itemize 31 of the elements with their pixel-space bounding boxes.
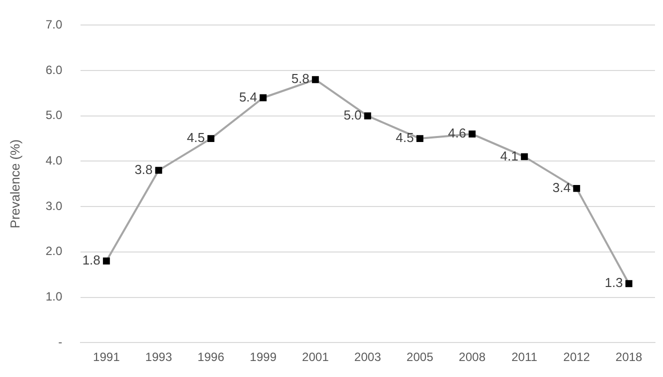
y-tick-label: 7.0: [46, 18, 63, 32]
data-label: 1.3: [604, 275, 623, 290]
x-tick-label: 2012: [563, 350, 590, 364]
data-label: 4.1: [500, 148, 518, 164]
data-label: 5.0: [344, 107, 362, 122]
data-label: 4.6: [448, 126, 466, 141]
x-tick-label: 1993: [145, 350, 172, 364]
y-tick-label: 5.0: [46, 108, 63, 122]
data-label: 1.8: [82, 252, 100, 268]
y-tick-label: 3.0: [46, 198, 63, 213]
data-label: 5.4: [239, 89, 258, 104]
x-tick-label: 2001: [302, 350, 330, 364]
x-tick-label: 2005: [406, 350, 434, 364]
x-tick-label: 2003: [354, 350, 382, 364]
x-tick-label: 1999: [250, 350, 277, 364]
y-axis-title: Prevalence (%): [7, 139, 22, 228]
y-tick-label: -: [58, 334, 62, 349]
data-label: 3.8: [134, 162, 153, 177]
y-tick-label: 4.0: [46, 154, 63, 168]
data-label: 4.5: [396, 130, 414, 146]
x-tick-label: 1996: [198, 350, 225, 364]
y-tick-label: 1.0: [46, 290, 63, 304]
data-label: 4.5: [186, 130, 205, 146]
y-tick-label: 6.0: [46, 62, 63, 77]
data-label: 3.4: [552, 180, 571, 196]
y-tick-label: 2.0: [46, 244, 63, 258]
x-tick-label: 2008: [458, 350, 486, 364]
x-tick-label: 2011: [511, 350, 538, 364]
x-tick-label: 1991: [93, 350, 120, 364]
data-label: 5.8: [291, 71, 310, 86]
x-tick-label: 2018: [616, 350, 643, 364]
